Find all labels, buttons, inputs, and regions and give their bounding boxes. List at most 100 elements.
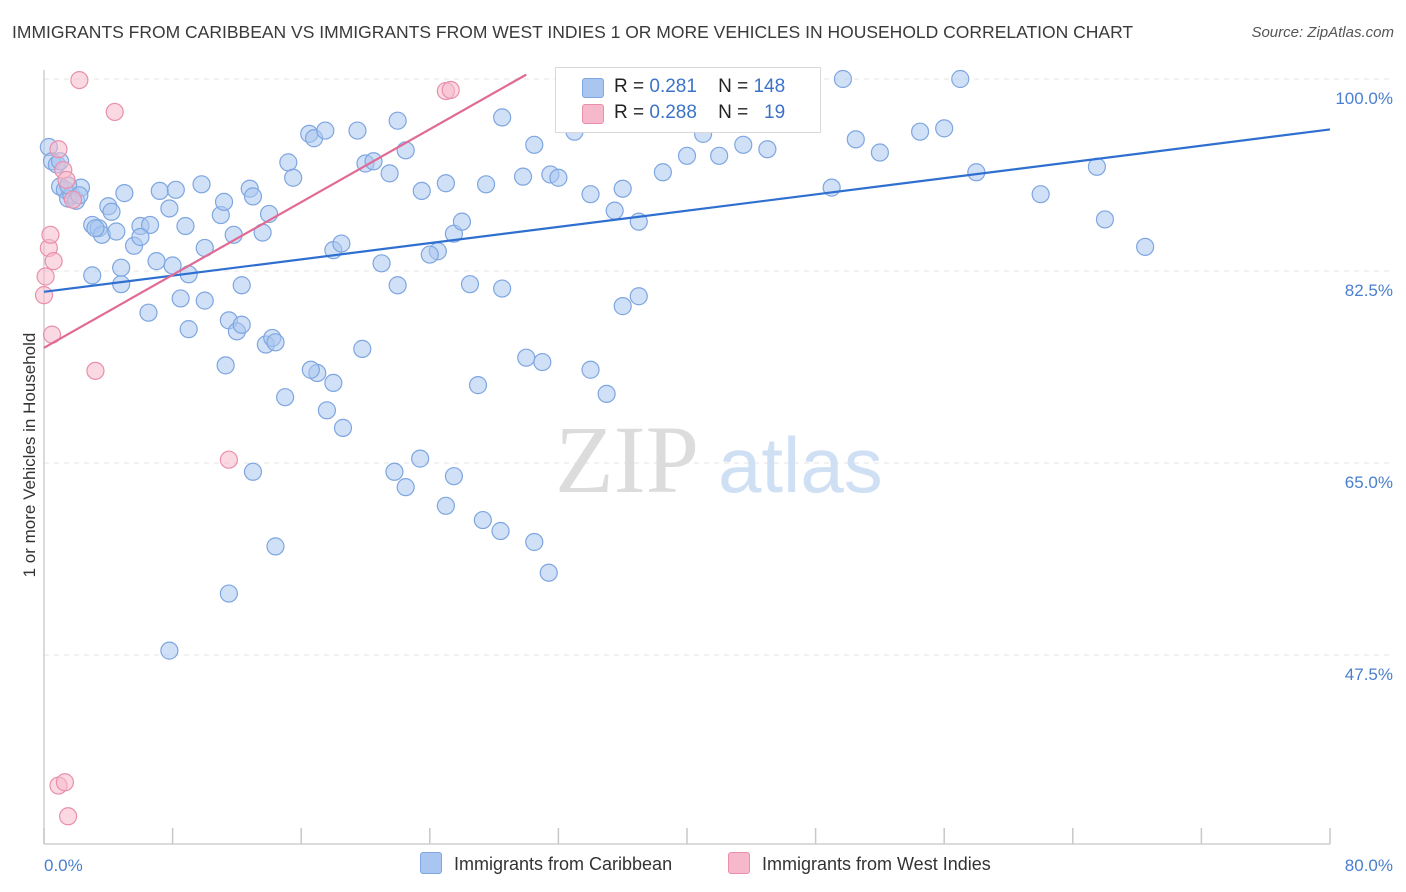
stats-legend: R = 0.281 N = 148 R = 0.288 N = 19: [555, 67, 821, 133]
caribbean-point: [332, 234, 351, 253]
caribbean-point: [115, 184, 134, 203]
watermark-zip: ZIP: [555, 406, 699, 513]
caribbean-point: [910, 122, 930, 141]
west-indies-point: [41, 225, 60, 244]
west-indies-point: [105, 102, 124, 122]
caribbean-point: [846, 130, 865, 149]
n-value: 19: [764, 102, 786, 123]
bottom-legend-west-indies: Immigrants from West Indies: [728, 852, 991, 875]
caribbean-trend-line: [43, 128, 1331, 293]
n-label: N =: [718, 102, 749, 123]
bottom-legend-swatch-caribbean: [420, 852, 442, 874]
caribbean-point: [539, 563, 558, 582]
caribbean-point: [870, 143, 890, 162]
caribbean-point: [629, 287, 648, 306]
caribbean-point: [140, 215, 160, 235]
caribbean-point: [396, 141, 415, 160]
r-label: R =: [614, 102, 645, 123]
caribbean-point: [107, 222, 126, 241]
caribbean-point: [833, 69, 853, 89]
caribbean-point: [232, 276, 251, 295]
y-tick-label: 100.0%: [1335, 89, 1393, 108]
n-value: 148: [753, 76, 786, 97]
west-indies-point: [441, 80, 460, 100]
bottom-legend-label-west-indies: Immigrants from West Indies: [762, 854, 991, 874]
caribbean-point: [758, 140, 777, 159]
caribbean-point: [1031, 185, 1050, 204]
caribbean-point: [1136, 237, 1155, 256]
caribbean-point: [150, 181, 169, 201]
tick-labels: 47.5% 65.0% 82.5% 100.0% 0.0% 80.0%: [44, 89, 1393, 875]
r-label: R =: [614, 76, 645, 97]
caribbean-point: [1095, 210, 1115, 229]
caribbean-point: [86, 219, 105, 238]
caribbean-point: [112, 275, 131, 294]
caribbean-point: [460, 275, 480, 294]
grid-lines: [44, 78, 1390, 656]
west-indies-point: [34, 286, 54, 305]
caribbean-point: [605, 201, 624, 220]
legend-swatch-west-indies: [582, 104, 604, 124]
caribbean-point: [284, 168, 303, 187]
caribbean-point: [493, 279, 512, 298]
caribbean-point: [83, 266, 102, 285]
caribbean-point: [491, 521, 510, 541]
x-tick-label: 80.0%: [1345, 856, 1393, 875]
caribbean-point: [967, 163, 986, 182]
caribbean-point: [613, 179, 632, 198]
n-label: N =: [718, 76, 749, 97]
caribbean-point: [232, 315, 251, 334]
caribbean-point: [139, 303, 158, 322]
caribbean-point: [333, 418, 353, 437]
caribbean-point: [677, 146, 697, 165]
caribbean-point: [317, 401, 337, 420]
axes: [43, 70, 1331, 845]
caribbean-point: [468, 376, 488, 395]
caribbean-point: [476, 175, 496, 194]
caribbean-point: [216, 356, 235, 375]
caribbean-point: [266, 333, 285, 352]
caribbean-point: [301, 360, 320, 379]
caribbean-point: [160, 199, 179, 218]
caribbean-point: [710, 146, 729, 165]
caribbean-point: [147, 252, 166, 271]
caribbean-point: [388, 111, 407, 130]
caribbean-point: [517, 348, 536, 367]
caribbean-point: [549, 168, 568, 187]
caribbean-point: [525, 135, 544, 154]
caribbean-point: [112, 258, 131, 277]
caribbean-point: [324, 373, 343, 393]
caribbean-point: [436, 174, 455, 193]
west-indies-point: [44, 252, 63, 271]
caribbean-point: [951, 69, 970, 89]
west-indies-point: [86, 361, 105, 380]
caribbean-point: [452, 212, 472, 231]
caribbean-point: [243, 462, 263, 481]
caribbean-point: [613, 297, 632, 316]
caribbean-point: [444, 467, 464, 486]
y-tick-label: 82.5%: [1345, 281, 1393, 300]
caribbean-point: [372, 254, 391, 273]
caribbean-point: [214, 192, 234, 211]
r-value: 0.288: [649, 102, 697, 123]
caribbean-point: [597, 384, 616, 403]
caribbean-point: [533, 352, 552, 372]
west-indies-point: [70, 70, 89, 90]
caribbean-point: [493, 108, 512, 127]
chart-title: IMMIGRANTS FROM CARIBBEAN VS IMMIGRANTS …: [12, 22, 1134, 42]
west-indies-point: [219, 450, 238, 469]
data-points: [34, 69, 1155, 826]
caribbean-point: [581, 360, 600, 379]
caribbean-point: [420, 245, 439, 264]
caribbean-point: [411, 449, 430, 468]
caribbean-point: [380, 164, 399, 183]
caribbean-point: [581, 185, 600, 204]
caribbean-point: [102, 202, 121, 221]
caribbean-point: [653, 163, 672, 182]
caribbean-point: [412, 181, 431, 201]
caribbean-point: [279, 153, 298, 172]
west-indies-point: [57, 170, 76, 190]
caribbean-point: [160, 641, 179, 660]
caribbean-point: [513, 167, 533, 186]
r-value: 0.281: [649, 76, 697, 97]
